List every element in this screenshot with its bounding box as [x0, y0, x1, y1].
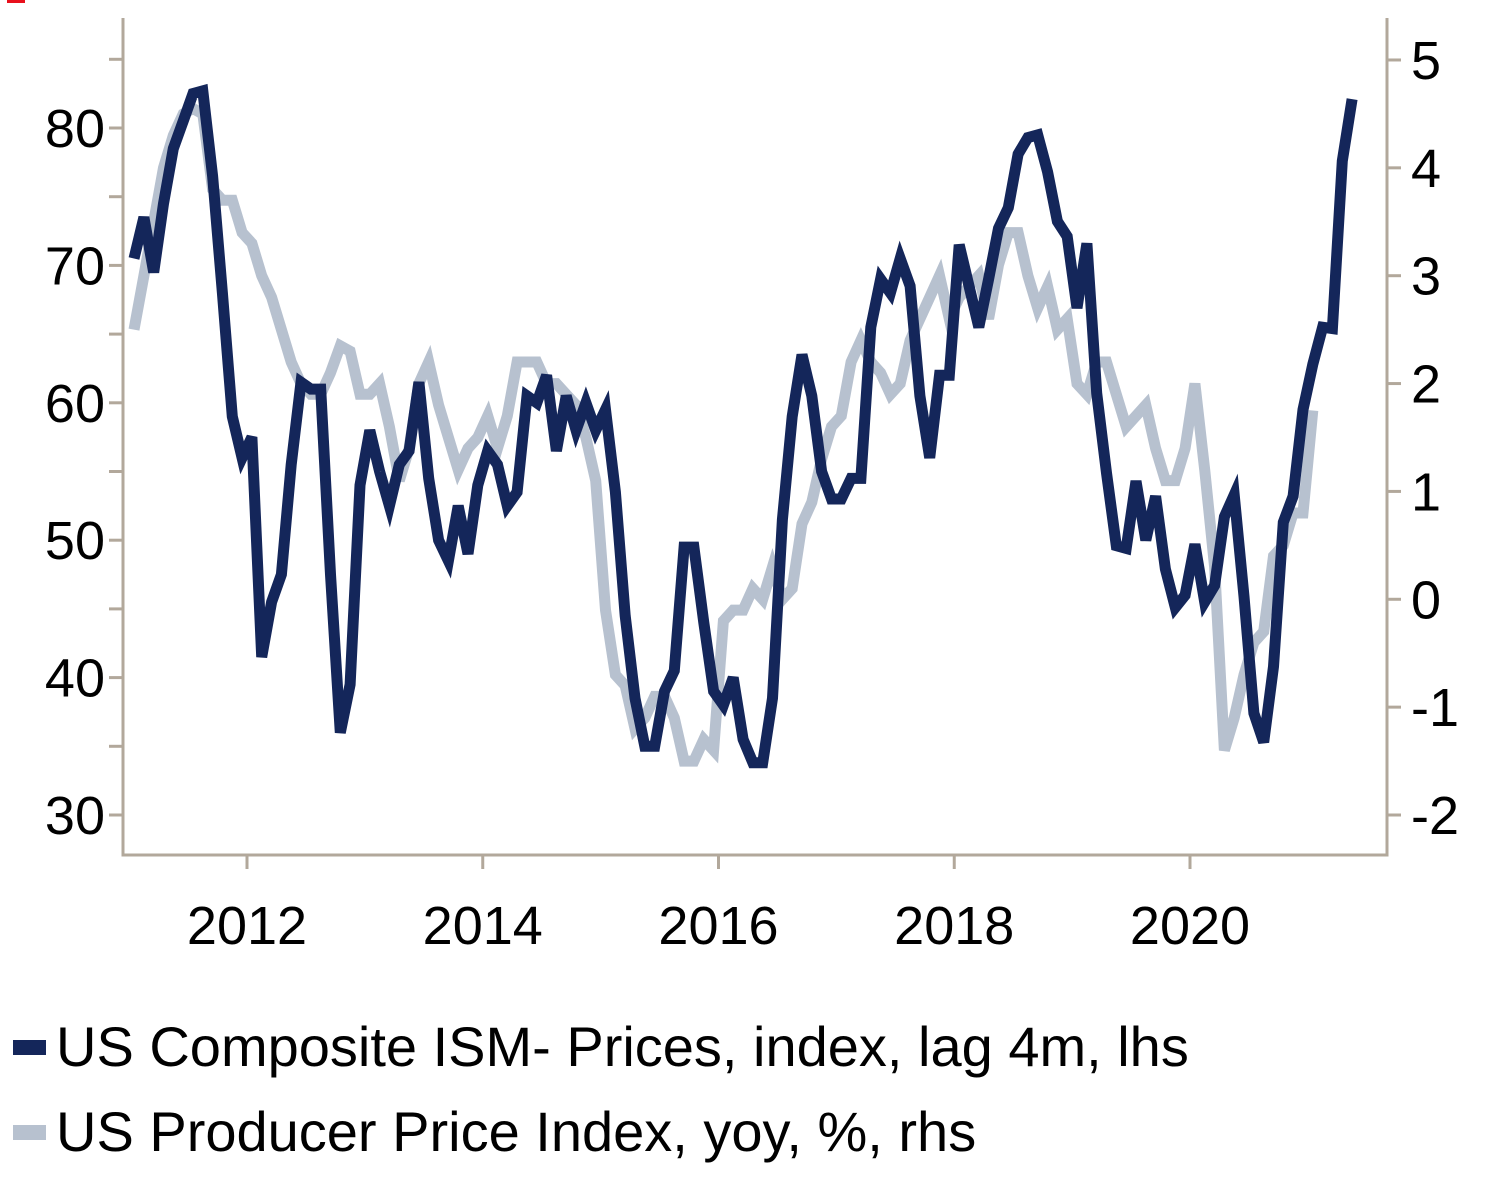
x-axis-tick-label: 2020	[1130, 896, 1250, 956]
axis-ticks	[109, 57, 1401, 869]
x-axis-tick-label: 2012	[187, 896, 307, 956]
y-axis-right-tick-label: 3	[1411, 247, 1441, 307]
y-axis-right-tick-label: -1	[1411, 678, 1459, 738]
ppi-line-series	[128, 102, 1319, 767]
x-axis-tick-label: 2018	[894, 896, 1014, 956]
red-edge-artifact	[7, 0, 25, 3]
axis-tick-labels: 30 40 50 60 70 80 -2 -1 0 1 2 3 4 5 2012 2014 2016 2018 20…	[45, 31, 1459, 956]
ppi-legend-label: US Producer Price Index, yoy, %, rhs	[56, 1100, 977, 1163]
y-axis-left-tick-label: 80	[45, 99, 105, 159]
y-axis-right-tick-label: 4	[1411, 139, 1441, 199]
legend-item-ism: US Composite ISM- Prices, index, lag 4m,…	[13, 1014, 1188, 1080]
y-axis-left-tick-label: 60	[45, 374, 105, 434]
y-axis-right-tick-label: 2	[1411, 355, 1441, 415]
ppi-legend-swatch	[13, 1124, 46, 1140]
ism-legend-label: US Composite ISM- Prices, index, lag 4m,…	[56, 1015, 1188, 1078]
legend-item-ppi: US Producer Price Index, yoy, %, rhs	[13, 1099, 1443, 1165]
y-axis-left-tick-label: 40	[45, 649, 105, 709]
y-axis-left-tick-label: 50	[45, 511, 105, 571]
y-axis-right-tick-label: 0	[1411, 570, 1441, 630]
y-axis-left-tick-label: 30	[45, 786, 105, 846]
y-axis-right-tick-label: 1	[1411, 462, 1441, 522]
x-axis-tick-label: 2014	[423, 896, 543, 956]
ism-legend-swatch	[13, 1039, 46, 1055]
ism-line-series	[128, 83, 1358, 769]
axis-frame	[121, 18, 1389, 857]
y-axis-right-tick-label: -2	[1411, 786, 1459, 846]
y-axis-left-tick-label: 70	[45, 236, 105, 296]
y-axis-right-tick-label: 5	[1411, 31, 1441, 91]
x-axis-tick-label: 2016	[658, 896, 778, 956]
